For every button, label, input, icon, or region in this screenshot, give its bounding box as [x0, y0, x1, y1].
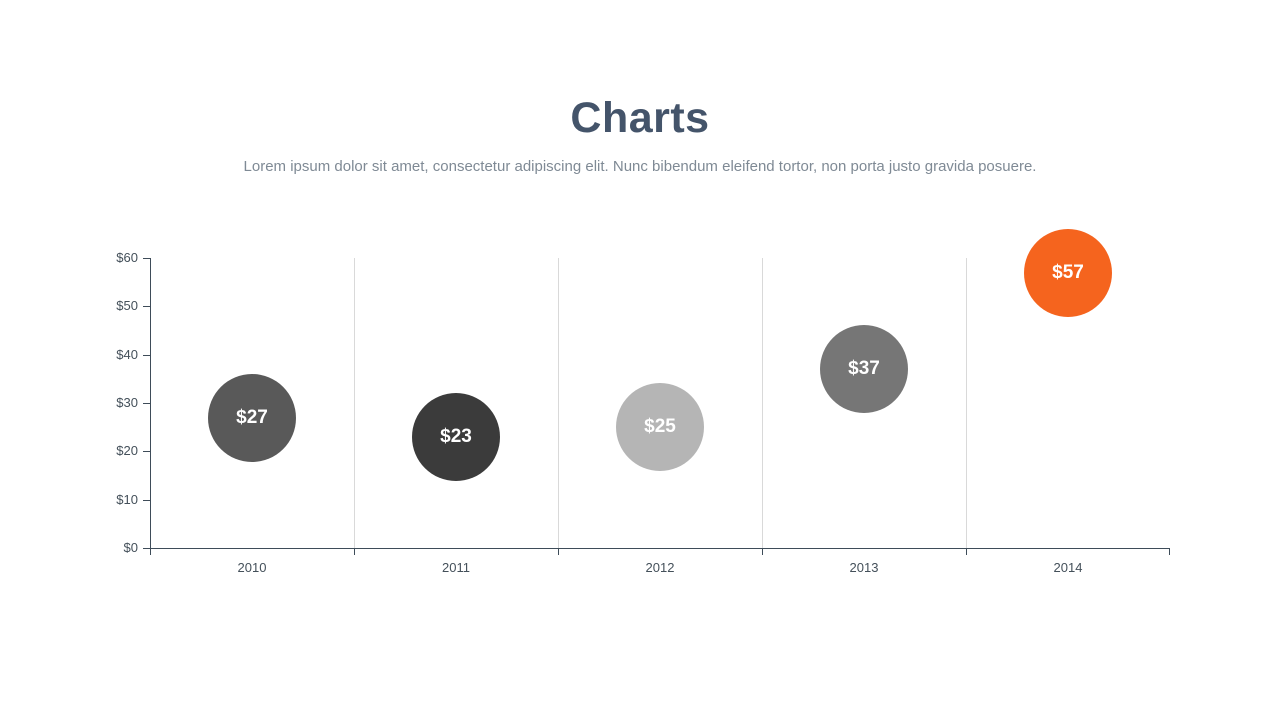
x-axis-tick	[150, 548, 151, 555]
x-axis-tick	[558, 548, 559, 555]
data-bubble: $25	[616, 383, 704, 471]
x-axis-line	[150, 548, 1169, 549]
data-bubble: $27	[208, 374, 296, 462]
y-axis-tick	[143, 451, 150, 452]
y-axis-tick	[143, 306, 150, 307]
x-axis-tick-label: 2013	[849, 560, 879, 575]
y-axis-tick	[143, 548, 150, 549]
vertical-gridline	[762, 258, 763, 548]
y-axis-tick-label: $50	[116, 298, 138, 313]
page-title: Charts	[570, 94, 710, 142]
data-bubble-label: $27	[236, 407, 268, 428]
vertical-gridline	[354, 258, 355, 548]
x-axis-tick-label: 2012	[645, 560, 675, 575]
data-bubble-label: $37	[848, 358, 880, 379]
x-axis-tick	[966, 548, 967, 555]
y-axis-tick	[143, 500, 150, 501]
page-subtitle: Lorem ipsum dolor sit amet, consectetur …	[243, 158, 1037, 175]
bubble-chart: $0 $10 $20 $30 $40 $50 $60 2010 2011 2012 2013 2014…	[116, 229, 1170, 575]
data-bubble-label: $23	[440, 426, 472, 447]
x-axis-tick	[1169, 548, 1170, 555]
y-axis-tick-label: $20	[116, 443, 138, 458]
y-axis-tick	[143, 403, 150, 404]
y-axis-tick-label: $60	[116, 250, 138, 265]
y-axis-tick-label: $30	[116, 395, 138, 410]
y-axis-tick-label: $40	[116, 347, 138, 362]
data-bubble: $57	[1024, 229, 1112, 317]
y-axis-tick-label: $0	[123, 540, 138, 555]
x-axis-tick-label: 2010	[237, 560, 267, 575]
vertical-gridline	[558, 258, 559, 548]
x-axis-tick-label: 2014	[1053, 560, 1083, 575]
data-bubble-label: $25	[644, 416, 676, 437]
x-axis-tick	[354, 548, 355, 555]
data-bubble: $37	[820, 325, 908, 413]
y-axis-line	[150, 258, 151, 548]
x-axis-tick-label: 2011	[442, 560, 470, 575]
y-axis-tick	[143, 258, 150, 259]
vertical-gridline	[966, 258, 967, 548]
y-axis-tick-label: $10	[116, 492, 138, 507]
y-axis-tick	[143, 355, 150, 356]
data-bubble: $23	[412, 393, 500, 481]
data-bubble-label: $57	[1052, 262, 1084, 283]
x-axis-tick	[762, 548, 763, 555]
